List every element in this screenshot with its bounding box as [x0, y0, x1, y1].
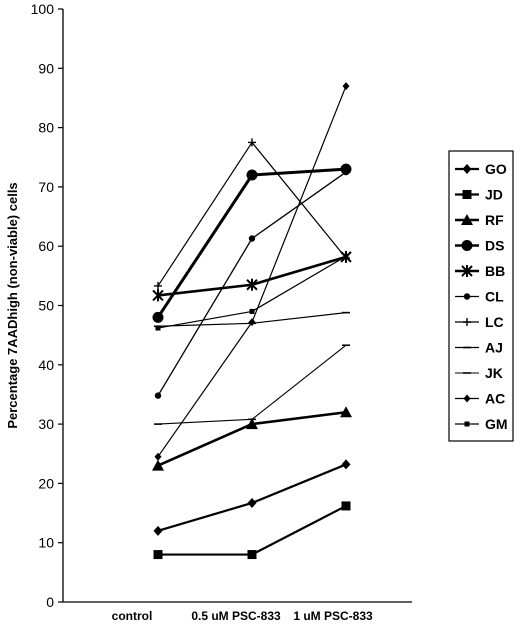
legend-item: BB	[455, 263, 505, 279]
legend-label: RF	[485, 212, 504, 228]
legend-item: JK	[455, 365, 503, 381]
y-tick-label: 100	[31, 1, 55, 17]
legend-label: AC	[485, 391, 505, 407]
data-point	[247, 497, 257, 508]
data-point	[155, 325, 161, 331]
data-point	[152, 289, 164, 302]
data-point	[248, 235, 256, 242]
data-point	[463, 394, 471, 403]
legend-label: GM	[485, 416, 508, 432]
series-line-jk	[157, 344, 347, 425]
data-markers	[152, 82, 352, 560]
data-point	[246, 418, 258, 430]
x-category-label: control	[112, 609, 153, 623]
legend-item: CL	[455, 289, 504, 305]
legend-label: JD	[485, 187, 503, 203]
y-tick-label: 60	[38, 238, 54, 254]
data-point	[153, 550, 163, 560]
data-point	[461, 265, 473, 277]
y-tick-label: 70	[38, 179, 54, 195]
legend-item: GM	[455, 416, 508, 432]
y-axis-label: Percentage 7AADhigh (non-viable) cells	[5, 182, 20, 428]
data-point	[154, 281, 162, 290]
y-tick-label: 90	[38, 60, 54, 76]
data-point	[152, 459, 164, 471]
legend-label: GO	[485, 161, 507, 177]
data-point	[248, 318, 256, 327]
data-point	[342, 82, 350, 91]
data-point	[154, 392, 162, 399]
legend: GO JD RF DS BB CL LC AJ JK AC GM	[448, 150, 514, 442]
legend-label: CL	[485, 289, 504, 305]
legend-label: BB	[485, 263, 505, 279]
legend-item: JD	[455, 187, 503, 203]
x-category-label: 1 uM PSC-833	[293, 609, 373, 623]
y-tick-label: 0	[46, 594, 54, 610]
data-point	[152, 311, 164, 323]
data-point	[462, 190, 472, 199]
data-point	[340, 406, 352, 418]
legend-item: GO	[455, 161, 507, 177]
legend-item: AJ	[455, 340, 503, 356]
data-point	[463, 318, 471, 326]
data-point	[463, 293, 471, 300]
data-point	[249, 308, 255, 314]
y-tick-label: 80	[38, 120, 54, 136]
data-point	[153, 525, 163, 536]
legend-label: LC	[485, 314, 504, 330]
y-tick-label: 40	[38, 357, 54, 373]
legend-item: RF	[455, 212, 504, 228]
data-point	[461, 240, 473, 251]
data-point	[464, 421, 470, 427]
legend-label: DS	[485, 238, 504, 254]
legend-item: AC	[455, 391, 505, 407]
data-point	[341, 501, 351, 511]
data-point	[154, 452, 162, 461]
data-point	[341, 459, 351, 470]
data-point	[246, 169, 258, 181]
y-tick-label: 20	[38, 475, 54, 491]
data-point	[342, 168, 350, 176]
legend-label: JK	[485, 365, 503, 381]
legend-label: AJ	[485, 340, 503, 356]
data-point	[248, 138, 256, 147]
data-point	[343, 253, 349, 259]
y-tick-label: 30	[38, 416, 54, 432]
data-point	[461, 214, 473, 225]
y-tick-label: 10	[38, 535, 54, 551]
data-point	[246, 278, 258, 291]
data-point	[247, 550, 257, 560]
x-category-label: 0.5 uM PSC-833	[191, 609, 281, 623]
legend-item: DS	[455, 238, 504, 254]
legend-item: LC	[455, 314, 504, 330]
axes: 0 10 20 30 40 50 60 70 80 90 100 control 0.5 uM PSC-…	[31, 1, 412, 623]
y-tick-label: 50	[38, 298, 54, 314]
data-point	[462, 164, 472, 174]
series-line-jd	[158, 504, 347, 556]
